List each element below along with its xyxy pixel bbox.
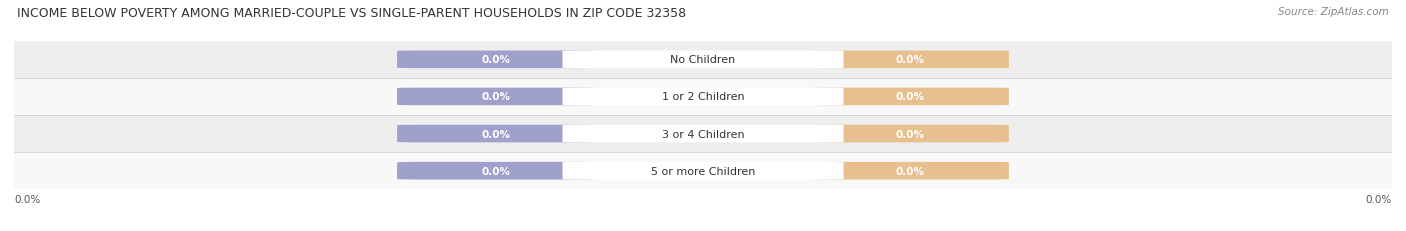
FancyBboxPatch shape [396, 51, 596, 69]
Text: 0.0%: 0.0% [482, 166, 510, 176]
FancyBboxPatch shape [396, 162, 596, 180]
Text: 3 or 4 Children: 3 or 4 Children [662, 129, 744, 139]
FancyBboxPatch shape [562, 125, 844, 143]
Text: 0.0%: 0.0% [482, 55, 510, 65]
Text: No Children: No Children [671, 55, 735, 65]
FancyBboxPatch shape [396, 125, 596, 143]
Text: 1 or 2 Children: 1 or 2 Children [662, 92, 744, 102]
FancyBboxPatch shape [562, 51, 844, 69]
FancyBboxPatch shape [562, 88, 844, 106]
Text: 0.0%: 0.0% [896, 129, 924, 139]
FancyBboxPatch shape [810, 162, 1010, 180]
FancyBboxPatch shape [396, 88, 596, 106]
Text: 0.0%: 0.0% [482, 129, 510, 139]
Text: Source: ZipAtlas.com: Source: ZipAtlas.com [1278, 7, 1389, 17]
Bar [14, 42, 1392, 79]
Bar [14, 152, 1392, 189]
FancyBboxPatch shape [810, 125, 1010, 143]
Text: 0.0%: 0.0% [14, 194, 41, 204]
Bar [14, 116, 1392, 152]
Text: 0.0%: 0.0% [1365, 194, 1392, 204]
Text: 0.0%: 0.0% [896, 166, 924, 176]
Text: 0.0%: 0.0% [896, 55, 924, 65]
Text: 0.0%: 0.0% [896, 92, 924, 102]
FancyBboxPatch shape [810, 88, 1010, 106]
Text: 5 or more Children: 5 or more Children [651, 166, 755, 176]
Text: INCOME BELOW POVERTY AMONG MARRIED-COUPLE VS SINGLE-PARENT HOUSEHOLDS IN ZIP COD: INCOME BELOW POVERTY AMONG MARRIED-COUPL… [17, 7, 686, 20]
FancyBboxPatch shape [562, 162, 844, 180]
FancyBboxPatch shape [810, 51, 1010, 69]
Text: 0.0%: 0.0% [482, 92, 510, 102]
Bar [14, 79, 1392, 116]
